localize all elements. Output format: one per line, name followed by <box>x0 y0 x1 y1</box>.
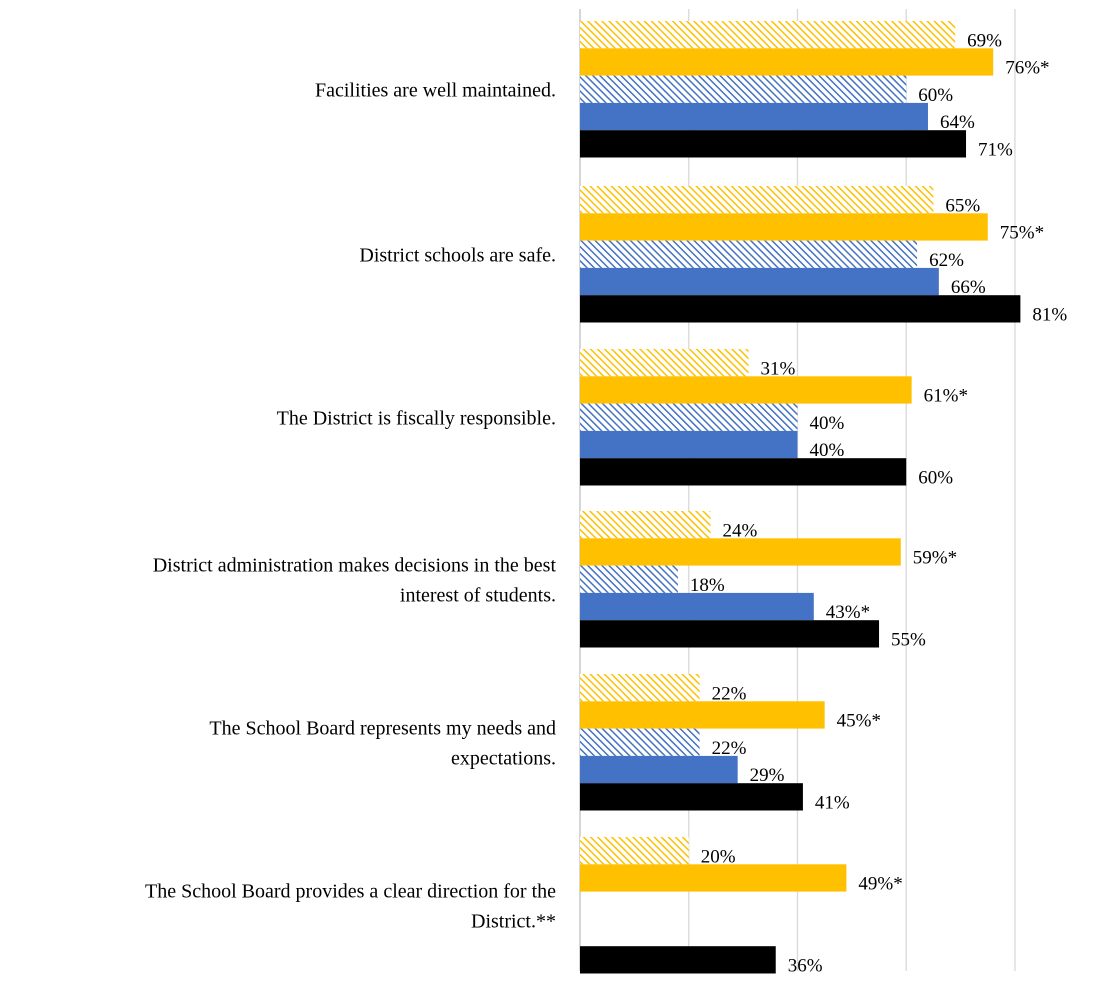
value-label: 40% <box>809 440 844 461</box>
bar <box>580 349 749 377</box>
value-labels: 69% 65% 31% 24% 22% 20% 76%* 75%* 61%* 59%* 45%* 49… <box>690 30 1068 976</box>
bar <box>580 538 901 566</box>
category-label: Facilities are well maintained. <box>315 79 556 101</box>
value-label: 71% <box>978 140 1013 161</box>
value-label: 60% <box>918 468 953 489</box>
bar <box>580 240 918 268</box>
value-label: 31% <box>761 358 796 379</box>
value-label: 60% <box>918 85 953 106</box>
bar <box>580 430 798 459</box>
bar <box>580 458 907 486</box>
value-label: 64% <box>940 112 975 133</box>
category-label: The School Board represents my needs and… <box>209 717 556 769</box>
bar <box>580 21 956 49</box>
value-label: 75%* <box>1000 223 1044 244</box>
bars <box>580 21 1021 974</box>
value-label: 76%* <box>1005 58 1049 79</box>
value-label: 22% <box>712 683 747 704</box>
bar <box>580 946 776 974</box>
bar <box>580 376 912 404</box>
bar <box>580 403 798 431</box>
bar <box>580 130 967 158</box>
value-label: 29% <box>750 765 785 786</box>
bar <box>580 783 803 811</box>
bar <box>580 592 814 621</box>
value-label: 49%* <box>858 874 902 895</box>
value-label: 66% <box>951 277 986 298</box>
value-label: 61%* <box>924 386 968 407</box>
bar <box>580 565 678 593</box>
bar <box>580 837 689 865</box>
category-label: The District is fiscally responsible. <box>277 407 556 429</box>
value-label: 18% <box>690 575 725 596</box>
bar <box>580 48 994 76</box>
value-label: 40% <box>809 413 844 434</box>
value-label: 45%* <box>837 711 881 732</box>
value-label: 41% <box>815 793 850 814</box>
value-label: 20% <box>701 846 736 867</box>
bar <box>580 295 1021 323</box>
bar <box>580 755 738 784</box>
bar <box>580 102 928 131</box>
category-labels: Facilities are well maintained. District … <box>145 79 556 932</box>
value-label: 62% <box>929 250 964 271</box>
bar <box>580 186 934 214</box>
bar <box>580 620 880 648</box>
category-label: The School Board provides a clear direct… <box>145 880 556 932</box>
bar <box>580 701 825 729</box>
value-label: 59%* <box>913 548 957 569</box>
bar <box>580 213 988 241</box>
category-label: District schools are safe. <box>359 244 556 266</box>
value-label: 55% <box>891 630 926 651</box>
value-label: 36% <box>788 956 823 977</box>
value-label: 65% <box>945 195 980 216</box>
gridlines <box>579 9 1016 971</box>
category-label: District administration makes decisions … <box>153 554 557 606</box>
bar <box>580 75 907 103</box>
value-label: 22% <box>712 738 747 759</box>
value-label: 69% <box>967 30 1002 51</box>
bar <box>580 267 939 296</box>
value-label: 43%* <box>826 602 870 623</box>
bar <box>580 674 700 702</box>
value-label: 24% <box>722 520 757 541</box>
value-label: 81% <box>1032 305 1067 326</box>
bar <box>580 864 847 892</box>
bar <box>580 728 700 756</box>
bar <box>580 511 711 539</box>
